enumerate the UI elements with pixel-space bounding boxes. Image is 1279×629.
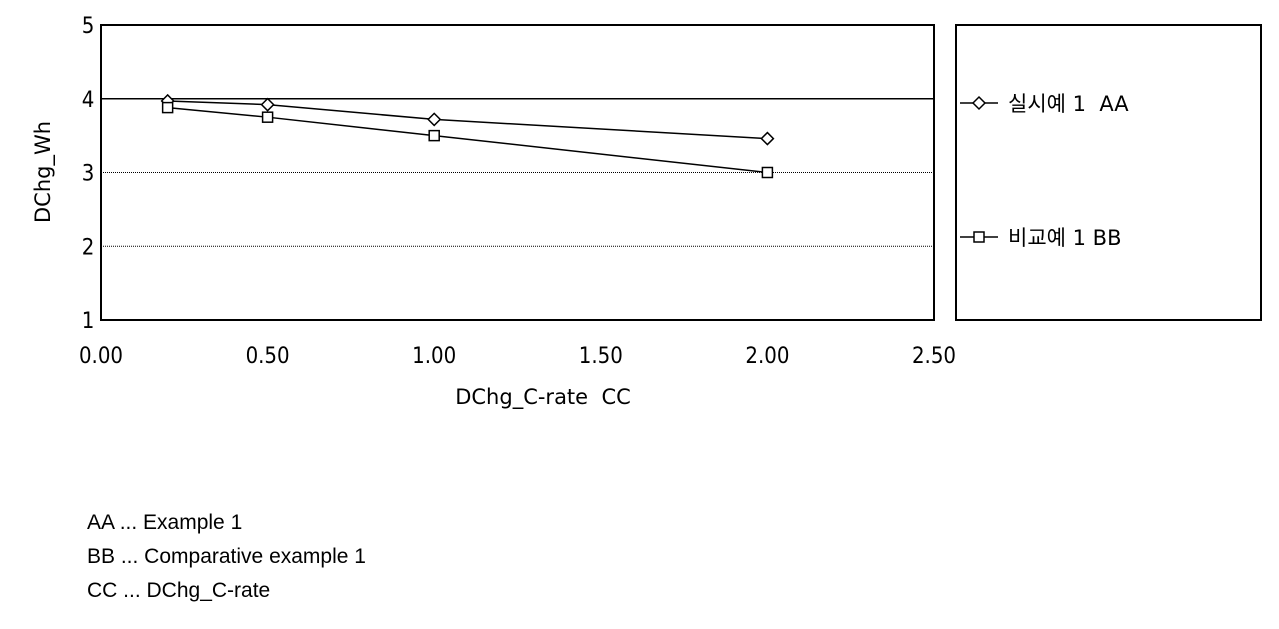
x-tick-labels: 0.00 0.50 1.00 1.50 2.00 2.50 (79, 344, 956, 369)
point-1-2 (428, 129, 440, 142)
point-0-2 (427, 112, 442, 127)
point-0-1 (260, 97, 275, 112)
legend-marker-diamond (971, 95, 987, 111)
x-tick-label-0: 0.00 (79, 344, 123, 369)
y-tick-label-4: 5 (82, 14, 95, 39)
legend-box (955, 24, 1262, 321)
legend-label-comparative: 비교예 1 BB (1008, 226, 1122, 250)
point-1-0 (161, 101, 174, 114)
y-tick-label-1: 2 (82, 235, 95, 260)
x-tick-label-1: 0.50 (246, 344, 290, 369)
y-tick-label-0: 1 (82, 309, 95, 334)
note-bb: BB ... Comparative example 1 (87, 545, 366, 568)
grid-lines (101, 97, 934, 247)
y-tick-label-2: 3 (82, 162, 95, 187)
series-1 (161, 101, 774, 179)
point-1-3 (761, 166, 774, 179)
series-line-0 (167, 100, 768, 140)
series-0 (160, 93, 775, 146)
y-tick-label-3: 4 (82, 88, 95, 113)
point-0-3 (760, 131, 775, 146)
series-line-1 (167, 106, 768, 174)
note-cc: CC ... DChg_C-rate (87, 579, 271, 602)
legend-marker-square (973, 231, 985, 243)
x-tick-label-4: 2.00 (745, 344, 789, 369)
legend-entry-comparative: 비교예 1 BB (960, 226, 1122, 250)
x-tick-label-3: 1.50 (579, 344, 623, 369)
legend-label-example: 실시예 1 AA (1008, 92, 1129, 116)
x-axis-label: DChg_C-rate CC (455, 385, 631, 410)
notes-block: AA ... Example 1 BB ... Comparative exam… (87, 506, 366, 608)
series-layer (160, 93, 775, 179)
point-1-1 (261, 111, 274, 123)
line-chart: 1 2 3 4 5 0.00 0.50 1.00 1.50 2.00 2.50 DChg_Wh D… (31, 14, 1262, 410)
x-tick-label-2: 1.00 (412, 344, 456, 369)
y-axis-label: DChg_Wh (31, 121, 56, 223)
plot-area-frame (100, 24, 935, 321)
legend-entry-example: 실시예 1 AA (960, 92, 1129, 116)
y-tick-labels: 1 2 3 4 5 (82, 14, 95, 334)
x-tick-label-5: 2.50 (912, 344, 956, 369)
note-aa: AA ... Example 1 (87, 511, 243, 534)
